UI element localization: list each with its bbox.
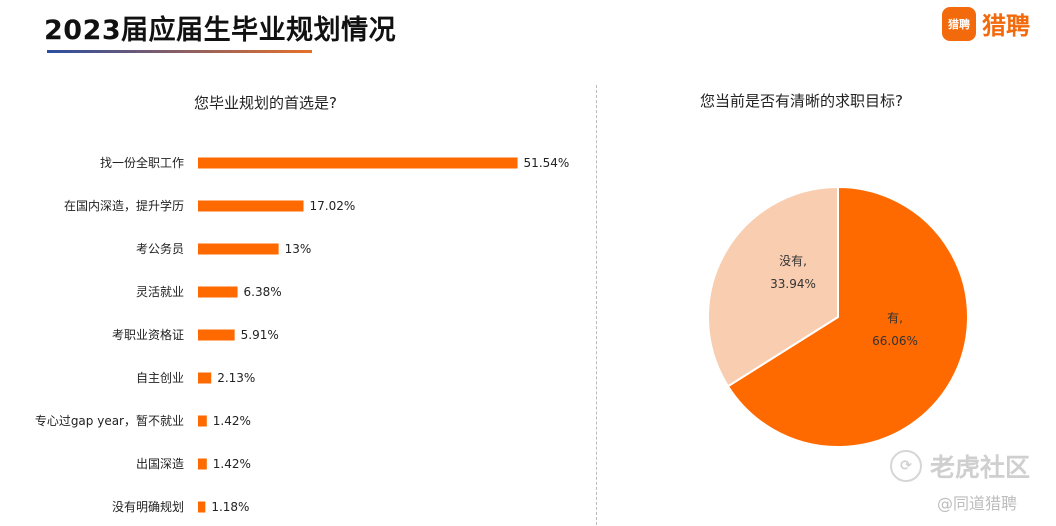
- bar: [198, 415, 207, 427]
- bar-value-label: 2.13%: [217, 371, 255, 385]
- bar-value-label: 13%: [285, 242, 312, 256]
- bar-category-label: 考职业资格证: [112, 327, 184, 342]
- brand-logo: 猎聘 猎聘: [942, 6, 1030, 41]
- pie-slice-name: 没有,: [779, 253, 807, 268]
- bar: [198, 458, 207, 470]
- bar-category-label: 出国深造: [136, 457, 184, 471]
- bar: [198, 372, 212, 384]
- watermark-site-text: 老虎社区: [930, 453, 1031, 482]
- bar: [198, 329, 235, 341]
- bar: [198, 286, 238, 298]
- bar-value-label: 17.02%: [310, 199, 356, 213]
- pie-slice: [726, 185, 969, 448]
- bar: [198, 243, 279, 255]
- page-title: 2023届应届生毕业规划情况: [44, 15, 397, 46]
- section-divider: [596, 85, 597, 525]
- pie-slice-value: 33.94%: [770, 277, 816, 291]
- pie-slice-name: 有,: [887, 311, 903, 325]
- bar-category-label: 找一份全职工作: [100, 155, 184, 170]
- bar-chart-title: 您毕业规划的首选是?: [194, 94, 337, 112]
- bar-value-label: 1.18%: [211, 500, 249, 514]
- watermark-source: @同道猎聘: [937, 494, 1018, 513]
- tiger-logo-icon: ⟳: [890, 450, 922, 482]
- bar-category-label: 自主创业: [136, 371, 184, 385]
- bar-value-label: 1.42%: [213, 414, 251, 428]
- logo-text: 猎聘: [982, 12, 1030, 40]
- bar: [198, 157, 518, 169]
- bar-category-label: 专心过gap year，暂不就业: [35, 413, 184, 428]
- bar-chart: 找一份全职工作 51.54% 在国内深造，提升学历 17.02% 考公务员 13% 灵活就业…: [35, 155, 570, 514]
- bar-category-label: 没有明确规划: [112, 499, 184, 514]
- bar-value-label: 5.91%: [241, 328, 279, 342]
- pie-slice: [707, 185, 839, 388]
- bar: [198, 501, 206, 513]
- bar-category-label: 在国内深造，提升学历: [64, 198, 184, 213]
- watermark-site: ⟳ 老虎社区: [890, 448, 1030, 484]
- bar-value-label: 6.38%: [244, 285, 282, 299]
- bar: [198, 200, 304, 212]
- bar-category-label: 灵活就业: [136, 285, 184, 299]
- pie-slice-value: 66.06%: [872, 334, 918, 348]
- bar-category-label: 考公务员: [136, 241, 184, 256]
- bar-value-label: 1.42%: [213, 457, 251, 471]
- bar-value-label: 51.54%: [524, 156, 570, 170]
- logo-badge-icon: 猎聘: [942, 6, 976, 41]
- pie-chart-title: 您当前是否有清晰的求职目标?: [700, 92, 903, 110]
- title-underline: [47, 50, 312, 53]
